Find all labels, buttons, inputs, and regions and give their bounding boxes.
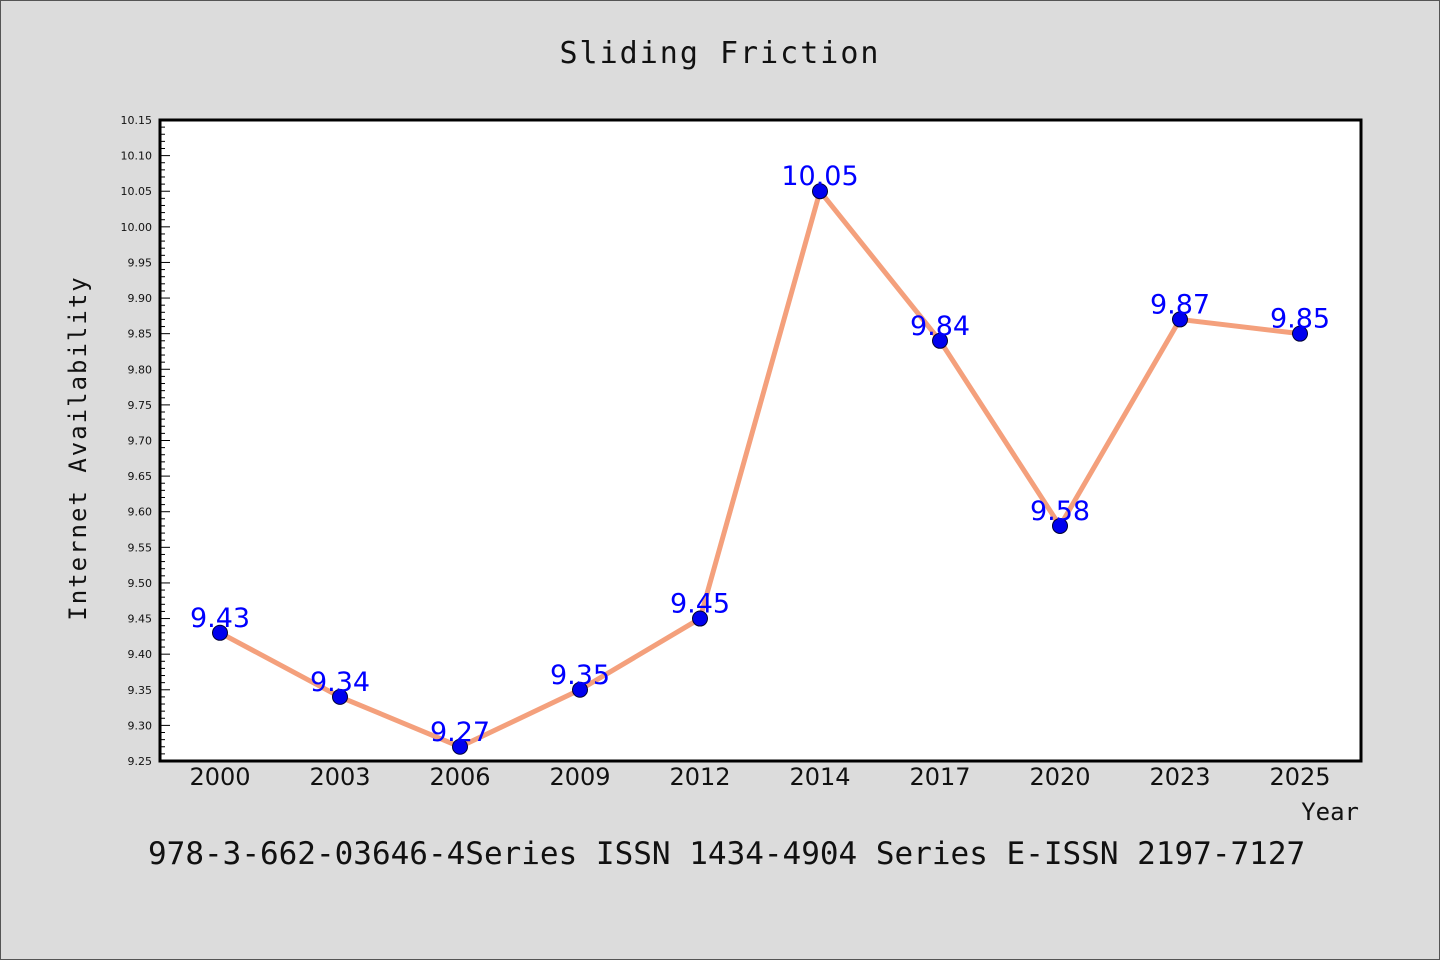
data-point-label: 10.05 (781, 161, 858, 192)
data-point-marker (1172, 311, 1188, 328)
data-point-label: 9.84 (910, 311, 970, 342)
data-point-label: 9.43 (190, 603, 250, 634)
data-point-label: 9.35 (550, 660, 610, 691)
data-point-marker (1052, 517, 1068, 534)
y-tick-label: 9.25 (128, 755, 153, 768)
series-line (218, 188, 1301, 750)
x-tick-label: 2023 (1149, 763, 1210, 791)
data-point-marker (812, 183, 828, 200)
y-tick-label: 9.80 (128, 363, 153, 376)
y-tick-label: 10.00 (121, 221, 153, 234)
y-tick-label: 9.30 (128, 719, 153, 732)
x-tick-label: 2009 (549, 763, 610, 791)
data-point-label: 9.87 (1150, 289, 1210, 320)
y-tick-label: 9.85 (128, 328, 153, 341)
y-axis-label: Internet Availability (64, 275, 92, 620)
y-tick-label: 9.55 (128, 541, 153, 554)
data-point-marker (692, 610, 708, 627)
y-tick-label: 9.45 (128, 613, 153, 626)
y-tick-label: 10.05 (121, 185, 153, 198)
y-tick-label: 9.40 (128, 648, 153, 661)
x-tick-label: 2003 (309, 763, 370, 791)
y-tick-label: 9.60 (128, 506, 153, 519)
data-point-marker (212, 624, 228, 641)
y-axis: 9.25 9.30 9.35 9.40 9.45 9.50 9.55 9.60 9.65 9.70… (121, 114, 170, 768)
data-markers (212, 183, 1308, 755)
y-tick-label: 9.70 (128, 435, 153, 448)
x-tick-label: 2017 (909, 763, 970, 791)
data-point-marker (572, 681, 588, 698)
data-point-label: 9.34 (310, 667, 370, 698)
chart-title: Sliding Friction (560, 36, 881, 71)
data-point-marker (452, 738, 468, 755)
y-tick-label: 9.35 (128, 684, 153, 697)
y-tick-label: 9.75 (128, 399, 153, 412)
x-tick-label: 2000 (189, 763, 250, 791)
y-tick-label: 9.50 (128, 577, 153, 590)
data-point-marker (1292, 325, 1308, 342)
plot-area (158, 118, 1363, 763)
data-point-label: 9.27 (430, 717, 490, 748)
x-tick-label: 2006 (429, 763, 490, 791)
y-tick-label: 9.65 (128, 470, 153, 483)
data-point-label: 9.45 (670, 589, 730, 620)
data-point-marker (332, 688, 348, 705)
y-tick-label: 9.90 (128, 292, 153, 305)
data-point-label: 9.85 (1270, 304, 1330, 335)
x-tick-label: 2012 (669, 763, 730, 791)
x-axis: 2000 2003 2006 2009 2012 2014 2017 2020 2023 2025 (189, 763, 1330, 791)
x-tick-label: 2020 (1029, 763, 1090, 791)
x-tick-label: 2014 (789, 763, 850, 791)
data-labels: 9.43 9.34 9.27 9.35 9.45 10.05 9.84 9.58 9.87 9.8… (190, 161, 1330, 748)
y-tick-label: 10.10 (121, 150, 153, 163)
data-point-label: 9.58 (1030, 496, 1090, 527)
x-tick-label: 2025 (1269, 763, 1330, 791)
y-tick-label: 10.15 (121, 114, 153, 127)
y-tick-label: 9.95 (128, 256, 153, 269)
data-point-marker (932, 332, 948, 349)
x-axis-label: Year (1301, 798, 1359, 826)
footer-isbn-text: 978-3-662-03646-4Series ISSN 1434-4904 S… (148, 836, 1305, 872)
